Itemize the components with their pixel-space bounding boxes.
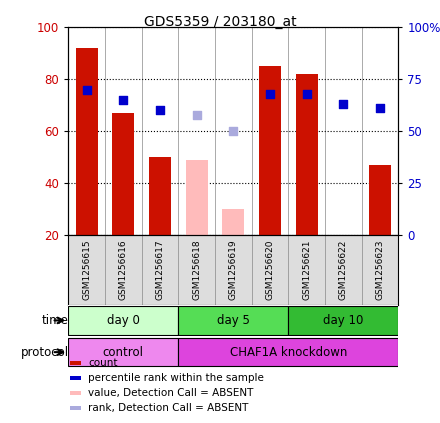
Bar [70,407,81,410]
Bar [70,376,81,380]
Bar [68,338,178,366]
Text: value, Detection Call = ABSENT: value, Detection Call = ABSENT [88,388,253,398]
Point [266,91,273,97]
Text: day 0: day 0 [107,314,139,327]
Bar [369,165,391,235]
Text: time: time [42,314,69,327]
Text: percentile rank within the sample: percentile rank within the sample [88,373,264,383]
Bar [178,338,398,366]
Bar [70,361,81,365]
Point [83,86,90,93]
Point [376,105,383,112]
Bar [186,159,208,235]
Bar [76,48,98,235]
Point [193,111,200,118]
Bar [222,209,244,235]
Text: GDS5359 / 203180_at: GDS5359 / 203180_at [144,15,296,29]
Bar [259,66,281,235]
Point [303,91,310,97]
Text: GSM1256618: GSM1256618 [192,239,201,300]
Text: control: control [103,346,144,359]
Text: GSM1256617: GSM1256617 [155,239,165,300]
Bar [70,391,81,395]
Text: GSM1256620: GSM1256620 [265,239,275,300]
Text: GSM1256616: GSM1256616 [119,239,128,300]
Bar [68,306,178,335]
Point [156,107,163,114]
Text: count: count [88,358,117,368]
Text: GSM1256621: GSM1256621 [302,239,311,300]
Point [340,101,347,107]
Text: GSM1256619: GSM1256619 [229,239,238,300]
Text: GSM1256622: GSM1256622 [339,239,348,300]
Text: day 5: day 5 [217,314,249,327]
Text: rank, Detection Call = ABSENT: rank, Detection Call = ABSENT [88,403,249,413]
Point [120,96,127,103]
Bar [178,306,288,335]
Text: GSM1256615: GSM1256615 [82,239,91,300]
Bar [149,157,171,235]
Bar [288,306,398,335]
Text: GSM1256623: GSM1256623 [375,239,385,300]
Text: protocol: protocol [21,346,69,359]
Text: CHAF1A knockdown: CHAF1A knockdown [230,346,347,359]
Text: day 10: day 10 [323,314,363,327]
Bar [112,113,134,235]
Point [230,128,237,135]
Bar [296,74,318,235]
